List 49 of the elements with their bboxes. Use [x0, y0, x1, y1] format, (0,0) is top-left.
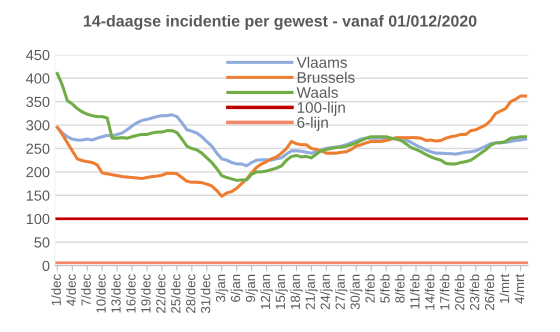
x-tick-label: 19/dec [140, 274, 151, 313]
x-tick-label: 1/dec [51, 274, 61, 306]
x-tick-label: 9/jan [245, 274, 258, 302]
line-series [56, 72, 528, 182]
y-tick-label: 100 [26, 214, 50, 224]
x-tick-label: 4/mrt [514, 274, 524, 304]
y-tick-label: 200 [26, 167, 50, 178]
x-tick-label: 18/jan [290, 274, 303, 309]
legend-label: Vlaams [296, 56, 347, 68]
x-tick-label: 14/feb [424, 274, 434, 310]
x-tick-label: 13/dec [110, 274, 121, 313]
x-tick-label: 30/jan [350, 274, 362, 310]
x-tick-label: 23/feb [470, 274, 480, 310]
x-tick-label: 31/dec [200, 274, 210, 314]
x-tick-label: 4/dec [66, 274, 76, 306]
y-tick-label: 300 [26, 120, 50, 130]
x-tick-label: 20/feb [454, 274, 464, 310]
y-tick-label: 400 [26, 73, 50, 84]
legend-label: 100-lijn [298, 102, 345, 116]
x-tick-label: 27/jan [335, 274, 348, 310]
y-tick-label: 450 [26, 50, 50, 60]
y-tick-label: 350 [26, 96, 50, 108]
y-tick-label: 50 [34, 237, 50, 248]
x-tick-label: 10/dec [96, 274, 106, 313]
x-tick-label: 8/feb [394, 274, 405, 303]
x-tick-label: 24/jan [320, 274, 332, 310]
x-tick-label: 25/dec [170, 274, 180, 313]
legend-label: Brussels [298, 72, 355, 83]
x-tick-label: 17/feb [440, 274, 450, 310]
legend-label: Waals [296, 86, 338, 98]
x-tick-label: 28/dec [186, 274, 196, 313]
y-tick-label: 150 [26, 190, 50, 201]
x-tick-label: 1/mrt [500, 274, 510, 303]
x-tick-label: 6/jan [230, 274, 243, 302]
x-tick-label: 15/jan [275, 274, 288, 309]
legend-label: 6-lijn [297, 116, 328, 131]
x-tick-label: 3/jan [216, 274, 228, 302]
y-tick-label: 250 [26, 144, 50, 154]
x-tick-label: 12/jan [260, 274, 273, 309]
x-tick-label: 7/dec [81, 274, 91, 306]
x-tick-label: 5/feb [380, 274, 390, 303]
x-tick-label: 16/dec [126, 274, 136, 313]
chart-title: 14-daagse incidentie per gewest - vanaf 01/012/2020 [84, 14, 476, 30]
y-tick-label: 0 [42, 260, 50, 272]
x-tick-label: 2/feb [365, 274, 375, 303]
x-tick-label: 21/jan [305, 274, 318, 310]
x-tick-label: 11/feb [410, 274, 420, 309]
x-tick-label: 26/feb [484, 274, 494, 310]
x-tick-label: 22/dec [156, 274, 166, 313]
